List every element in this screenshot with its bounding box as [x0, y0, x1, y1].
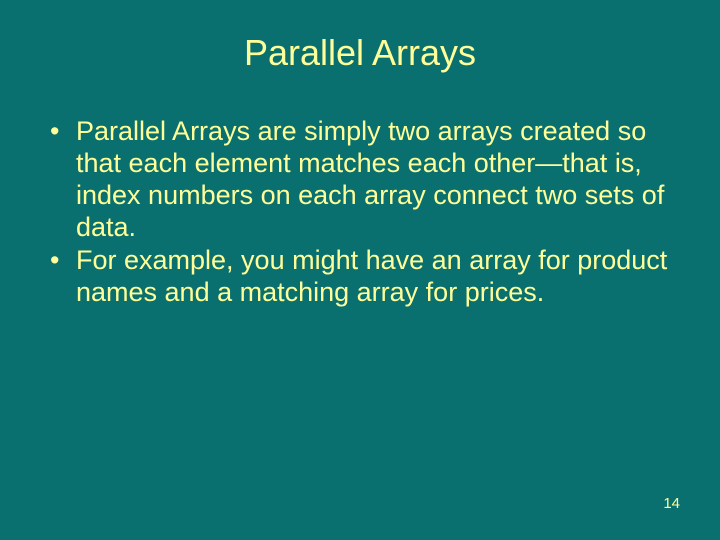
bullet-list: Parallel Arrays are simply two arrays cr… — [40, 116, 680, 309]
page-number: 14 — [663, 495, 680, 512]
list-item: For example, you might have an array for… — [46, 245, 680, 309]
slide-container: Parallel Arrays Parallel Arrays are simp… — [0, 0, 720, 540]
list-item: Parallel Arrays are simply two arrays cr… — [46, 116, 680, 243]
slide-title: Parallel Arrays — [40, 32, 680, 74]
